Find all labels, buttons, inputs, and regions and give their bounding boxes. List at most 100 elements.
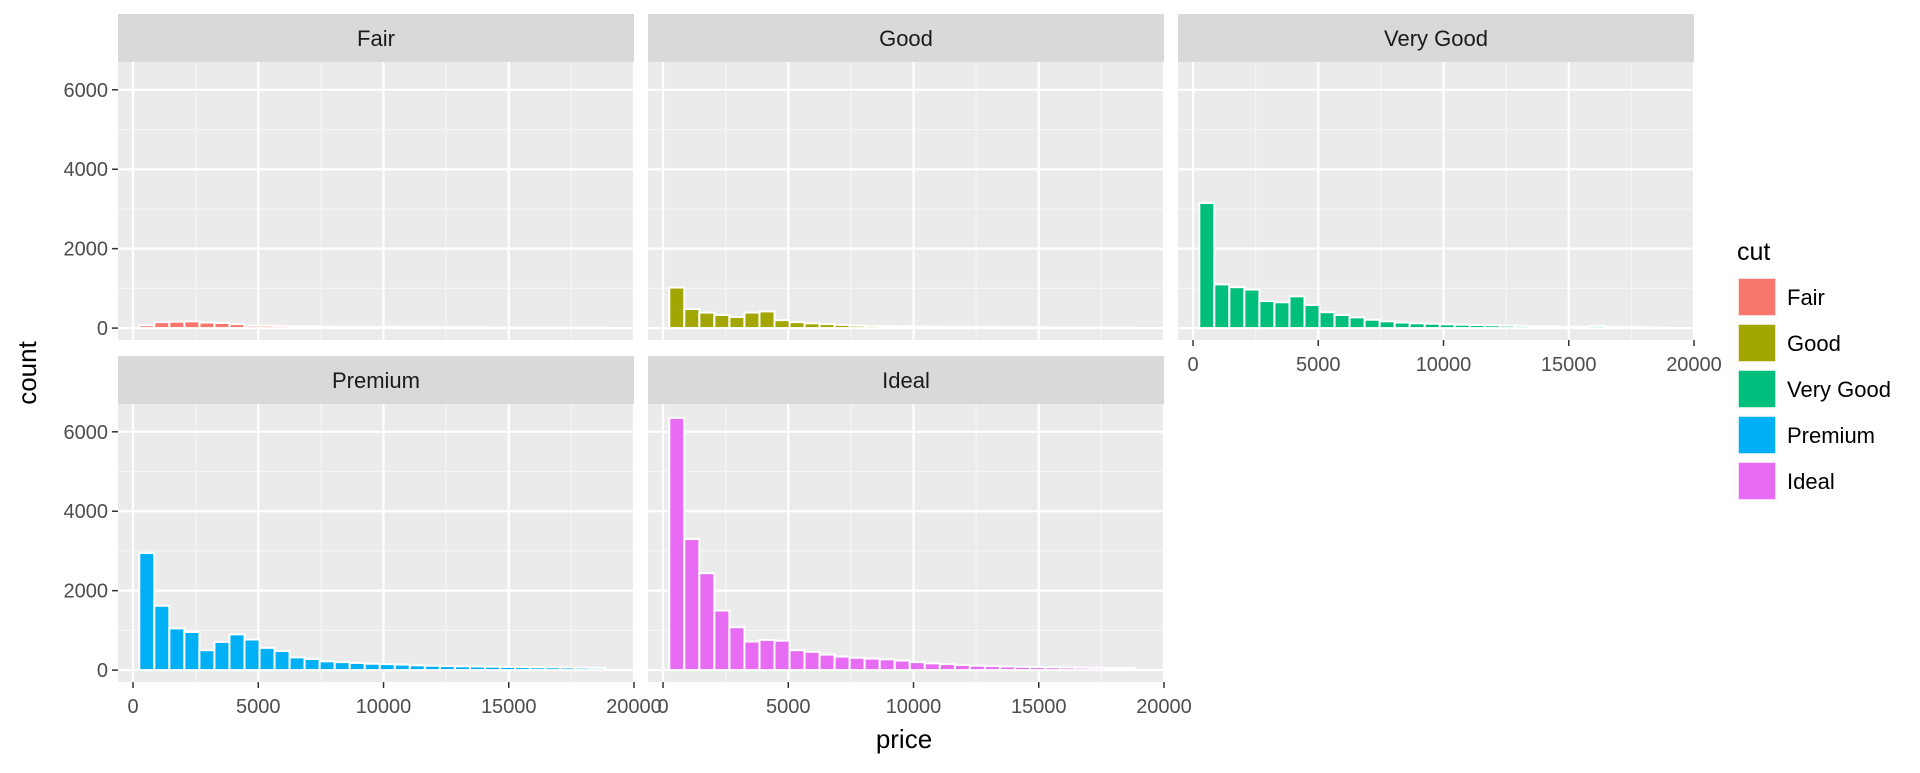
histogram-bar [169, 628, 184, 670]
histogram-bar [1335, 315, 1350, 328]
y-tick-label: 0 [97, 660, 108, 682]
histogram-bar [1620, 327, 1635, 328]
histogram-bar [955, 665, 970, 670]
histogram-bar [410, 665, 425, 670]
legend-swatch [1738, 370, 1776, 408]
histogram-bar [500, 667, 515, 670]
histogram-bar [410, 327, 425, 328]
histogram-bar [1000, 327, 1015, 328]
x-tick-label: 20000 [1666, 354, 1722, 376]
histogram-bar [290, 326, 305, 328]
histogram-bar [835, 657, 850, 671]
histogram-bar [714, 315, 729, 328]
histogram-bar [440, 327, 455, 328]
legend-swatch [1738, 416, 1776, 454]
histogram-bar [1090, 327, 1105, 328]
histogram-bar [515, 667, 530, 670]
histogram-bar [925, 327, 940, 328]
y-tick-label: 4000 [64, 159, 109, 181]
histogram-bar [139, 325, 154, 328]
histogram-bar [1075, 668, 1090, 670]
histogram-bar [1575, 327, 1590, 328]
histogram-bar [1500, 326, 1515, 328]
histogram-bar [229, 634, 244, 670]
x-tick-label: 10000 [356, 696, 412, 718]
legend-item-good: Good [1737, 323, 1841, 363]
histogram-bar [350, 327, 365, 328]
histogram-bar [1105, 668, 1120, 670]
legend-label: Premium [1787, 423, 1875, 448]
histogram-bar [1350, 317, 1365, 328]
histogram-bar [940, 327, 955, 328]
histogram-bar [774, 641, 789, 670]
histogram-bar [1635, 327, 1650, 328]
histogram-bar [1015, 327, 1030, 328]
histogram-bar [470, 667, 485, 671]
histogram-bar [335, 662, 350, 670]
histogram-bar [1120, 668, 1135, 670]
histogram-bar [365, 327, 380, 328]
histogram-bar [545, 667, 560, 670]
histogram-bar [669, 418, 684, 670]
histogram-bar [1075, 327, 1090, 328]
histogram-bar [1060, 327, 1075, 328]
x-tick-label: 15000 [1011, 696, 1067, 718]
histogram-bar [1045, 667, 1060, 670]
histogram-bar [455, 327, 470, 328]
histogram-bar [320, 661, 335, 670]
x-tick-label: 5000 [766, 696, 811, 718]
histogram-bar [835, 325, 850, 328]
facet-strip-label: Ideal [882, 368, 930, 393]
histogram-bar [530, 327, 545, 328]
histogram-bar [1650, 327, 1665, 328]
legend-label: Ideal [1787, 469, 1835, 494]
histogram-bar [880, 326, 895, 328]
legend-item-premium: Premium [1737, 415, 1875, 455]
histogram-bar [1380, 321, 1395, 328]
histogram-bar [895, 661, 910, 671]
histogram-bar [774, 320, 789, 328]
x-tick-label: 10000 [1416, 354, 1472, 376]
x-tick-label: 0 [1187, 354, 1198, 376]
histogram-bar [1455, 325, 1470, 328]
histogram-bar [759, 311, 774, 328]
histogram-bar [590, 668, 605, 670]
x-tick-label: 20000 [1136, 696, 1192, 718]
histogram-bar [1365, 320, 1380, 328]
legend-label: Fair [1787, 285, 1825, 310]
histogram-bar [1289, 296, 1304, 328]
histogram-bar [790, 322, 805, 328]
histogram-bar [1304, 305, 1319, 328]
histogram-bar [154, 606, 169, 670]
histogram-bar [925, 663, 940, 670]
histogram-bar [820, 324, 835, 328]
histogram-bar [485, 327, 500, 328]
histogram-bar [380, 327, 395, 328]
histogram-bar [850, 658, 865, 670]
histogram-bar [169, 322, 184, 328]
histogram-bar [699, 573, 714, 670]
histogram-bar [1440, 324, 1455, 328]
histogram-bar [214, 642, 229, 670]
histogram-bar [1560, 327, 1575, 328]
histogram-bar [729, 317, 744, 328]
legend-title: cut [1737, 238, 1770, 266]
legend-swatch [1738, 278, 1776, 316]
histogram-bar [1425, 324, 1440, 328]
histogram-bar [1395, 323, 1410, 329]
y-tick-label: 0 [97, 318, 108, 340]
histogram-bar [244, 326, 259, 328]
histogram-bar [970, 327, 985, 328]
histogram-bar [729, 627, 744, 670]
legend-item-fair: Fair [1737, 277, 1825, 317]
histogram-bar [865, 659, 880, 671]
histogram-bar [1030, 327, 1045, 328]
histogram-bar [184, 321, 199, 328]
histogram-bar [669, 288, 684, 329]
histogram-bar [260, 648, 275, 670]
